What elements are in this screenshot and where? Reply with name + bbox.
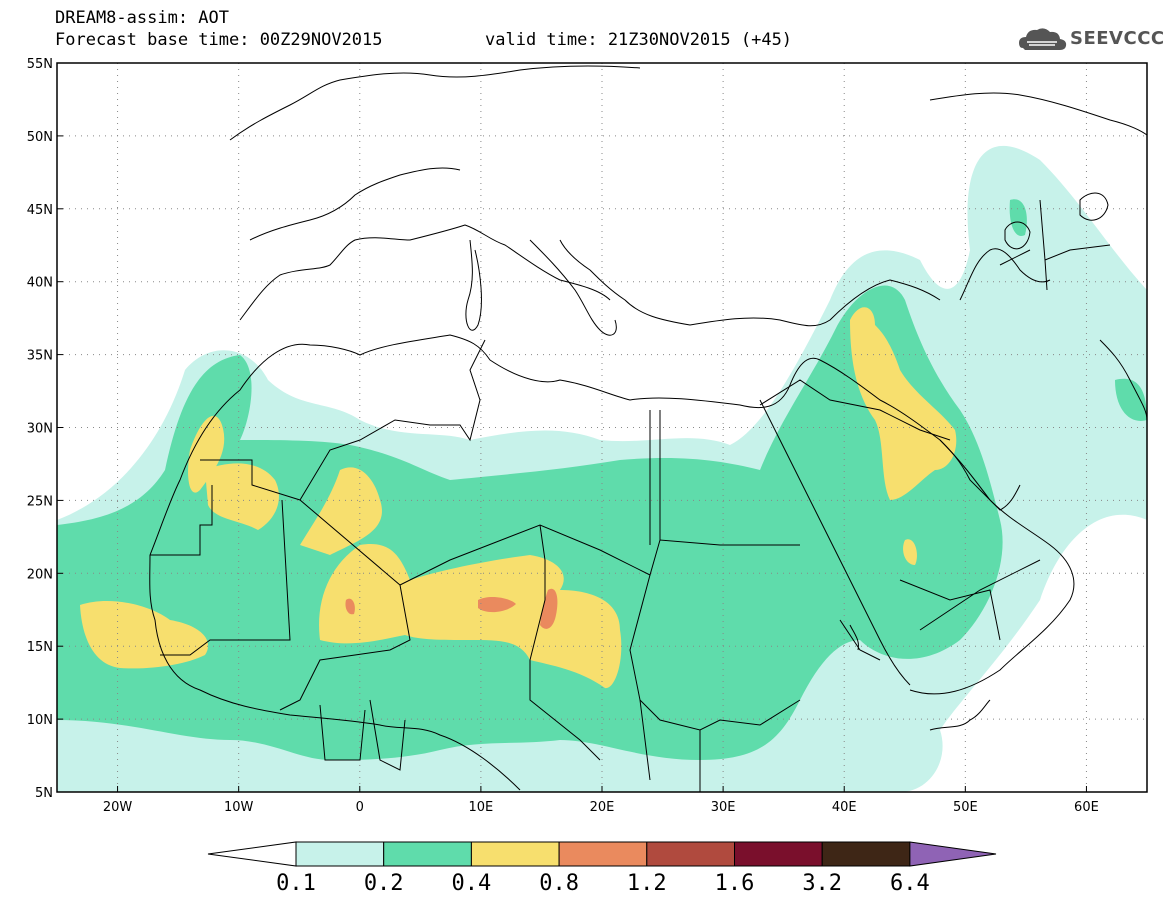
colorbar-label: 0.2 [364,871,404,896]
aot-band-0.4 [188,415,225,493]
lat-label: 35N [27,349,53,364]
valid-time: valid time: 21Z30NOV2015 (+45) [485,30,793,50]
colorbar-arrow-high [909,841,997,867]
aot-band-0.8 [345,598,355,615]
longitude-labels: 20W 10W 0 10E 20E 30E 40E 50E 60E [103,786,1099,815]
aot-band-0.4 [850,307,957,500]
aot-band-0.8 [540,588,558,629]
coastlines [149,65,1147,792]
lat-label: 25N [27,494,53,509]
lon-label: 10W [224,800,254,815]
colorbar-label: 6.4 [890,871,930,896]
aot-band-0.4 [205,463,279,530]
aot-field [57,146,1147,792]
latitude-labels: 55N 50N 45N 40N 35N 30N 25N 20N 15N 10N 5N [27,57,63,801]
lat-label: 15N [27,640,53,655]
colorbar-label: 0.4 [452,871,492,896]
colorbar-swatch [646,841,735,867]
colorbar-swatch [821,841,911,867]
lon-label: 30E [711,800,736,815]
colorbar-swatch [383,841,472,867]
aot-band-0.4 [300,467,382,555]
aot-band-0.2-patch [1115,378,1147,421]
lat-label: 45N [27,203,53,218]
colorbar-swatch [295,841,385,867]
colorbar-label: 3.2 [802,871,842,896]
chart-title: DREAM8-assim: AOT [55,8,229,28]
aot-band-0.4 [80,600,209,669]
lat-label: 30N [27,422,53,437]
lat-label: 50N [27,130,53,145]
lon-label: 20E [590,800,615,815]
lon-label: 40E [832,800,857,815]
seevccc-logo-icon [1019,28,1067,50]
colorbar-label: 1.2 [627,871,667,896]
colorbar-label: 0.8 [539,871,579,896]
colorbar-label: 0.1 [276,871,316,896]
lat-label: 20N [27,567,53,582]
forecast-base-time: Forecast base time: 00Z29NOV2015 [55,30,383,50]
colorbar: 0.1 0.2 0.4 0.8 1.2 1.6 3.2 6.4 [207,841,997,896]
logo-text: SEEVCCC [1070,28,1165,49]
colorbar-arrow-low [207,841,297,867]
lat-label: 40N [27,276,53,291]
aot-band-0.2 [57,285,1003,760]
colorbar-swatch [470,841,560,867]
lon-label: 10E [469,800,494,815]
colorbar-label: 1.6 [715,871,755,896]
lon-label: 0 [356,800,364,815]
aot-band-0.4 [903,539,917,565]
aot-band-0.8 [478,597,516,613]
lat-label: 10N [27,713,53,728]
lon-label: 60E [1074,800,1099,815]
lon-label: 50E [953,800,978,815]
lat-label: 5N [35,786,53,801]
lat-label: 55N [27,57,53,72]
colorbar-swatch [558,841,648,867]
colorbar-swatch [734,841,823,867]
lon-label: 20W [103,800,133,815]
aot-band-0.2-patch [1009,199,1027,236]
